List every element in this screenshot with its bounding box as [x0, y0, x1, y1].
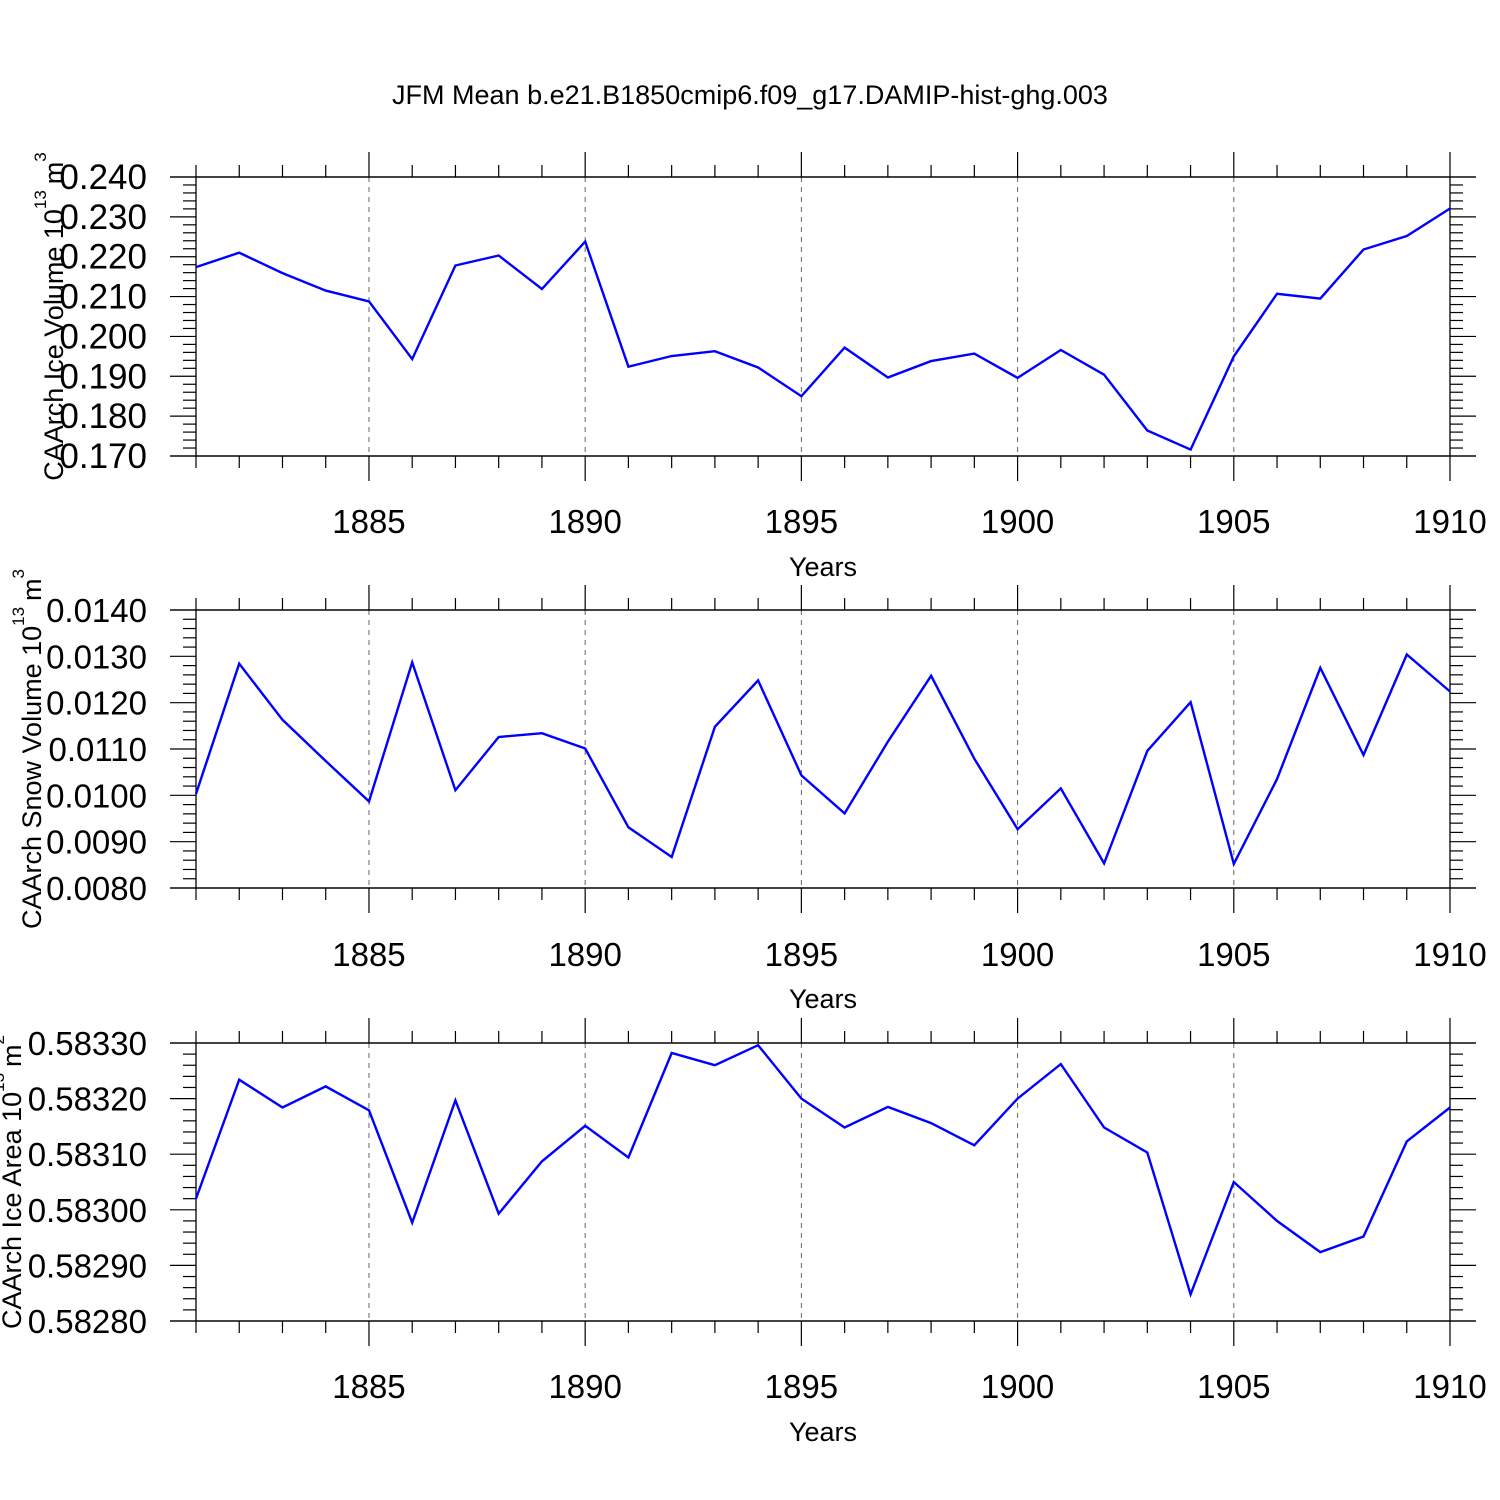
series-line: [195, 207, 1451, 452]
panel-3: 1885 1890 1895 1900 1905 1910 Years 0.58280 0.58…: [0, 1018, 1487, 1447]
y-tick-label: 0.58310: [28, 1136, 147, 1173]
x-tick-label: 1890: [548, 503, 621, 540]
y-tick-label: 0.240: [59, 158, 147, 197]
x-tick-label: 1890: [548, 936, 621, 973]
y-tick-label: 0.58280: [28, 1303, 147, 1340]
x-tick-label: 1900: [981, 936, 1054, 973]
x-tick-label: 1885: [332, 936, 405, 973]
y-tick-label: 0.170: [59, 437, 147, 476]
x-tick-label: 1905: [1197, 1368, 1270, 1405]
x-tick-label: 1885: [332, 503, 405, 540]
y-tick-label: 0.0090: [46, 824, 147, 861]
x-tick-label: 1910: [1413, 1368, 1486, 1405]
y-tick-label: 0.0140: [46, 592, 147, 629]
y-tick-label: 0.230: [59, 198, 147, 237]
y-axis-label-exponent: 13: [0, 1073, 8, 1092]
x-axis-label: Years: [789, 984, 857, 1014]
y-axis-label-exponent: 13: [31, 190, 50, 209]
y-tick-label: 0.0120: [46, 685, 147, 722]
chart-title: JFM Mean b.e21.B1850cmip6.f09_g17.DAMIP-…: [392, 80, 1108, 110]
x-tick-label: 1895: [765, 1368, 838, 1405]
y-axis-label-unit-exponent: 3: [9, 569, 28, 578]
x-tick-label: 1910: [1413, 503, 1486, 540]
x-tick-label: 1885: [332, 1368, 405, 1405]
x-axis-label: Years: [789, 552, 857, 582]
y-tick-label: 0.58300: [28, 1192, 147, 1229]
x-axis-label: Years: [789, 1417, 857, 1447]
x-tick-label: 1900: [981, 503, 1054, 540]
y-axis-label-unit-exponent: 3: [31, 152, 50, 161]
y-tick-label: 0.180: [59, 397, 147, 436]
x-tick-label: 1900: [981, 1368, 1054, 1405]
x-tick-label: 1895: [765, 936, 838, 973]
plot-frame: [195, 1042, 1451, 1322]
x-tick-label: 1905: [1197, 503, 1270, 540]
panel-1: 1885 1890 1895 1900 1905 1910Years0.1700.1800…: [31, 152, 1487, 582]
y-axis-label: CAArch Ice Volume 1013 m3: [31, 152, 69, 481]
series-line: [194, 652, 1451, 868]
y-tick-label: 0.190: [59, 357, 147, 396]
x-tick-label: 1890: [548, 1368, 621, 1405]
y-tick-label: 0.220: [59, 238, 147, 277]
y-axis-label-unit: m: [17, 578, 47, 601]
y-tick-label: 0.210: [59, 278, 147, 317]
y-axis-label-main: CAArch Ice Volume 10: [39, 209, 69, 481]
panel-2: 1885 1890 1895 1900 1905 1910 Years 0.0080 0.009…: [9, 569, 1487, 1014]
y-axis-label-main: CAArch Ice Area 10: [0, 1092, 27, 1329]
y-tick-label: 0.58290: [28, 1247, 147, 1284]
series-line: [194, 1043, 1451, 1298]
y-tick-label: 0.58330: [28, 1025, 147, 1062]
y-axis-label-main: CAArch Snow Volume 10: [17, 626, 47, 929]
y-axis-label: CAArch Ice Area 1013 m2: [0, 1035, 27, 1329]
y-axis-label-exponent: 13: [9, 607, 28, 626]
y-tick-label: 0.0130: [46, 638, 147, 675]
y-tick-label: 0.0100: [46, 777, 147, 814]
y-axis-label-unit-exponent: 2: [0, 1035, 8, 1044]
x-tick-label: 1910: [1413, 936, 1486, 973]
y-axis-label: CAArch Snow Volume 1013 m3: [9, 569, 47, 929]
x-tick-label: 1905: [1197, 936, 1270, 973]
y-axis-label-unit: m: [0, 1044, 27, 1067]
y-tick-label: 0.58320: [28, 1081, 147, 1118]
y-tick-label: 0.200: [59, 317, 147, 356]
y-tick-label: 0.0110: [49, 731, 147, 768]
x-tick-label: 1895: [765, 503, 838, 540]
y-axis-label-unit: m: [39, 162, 69, 185]
y-tick-label: 0.0080: [46, 870, 147, 907]
panels-group: 1885 1890 1895 1900 1905 1910Years0.1700.1800…: [0, 152, 1487, 1447]
